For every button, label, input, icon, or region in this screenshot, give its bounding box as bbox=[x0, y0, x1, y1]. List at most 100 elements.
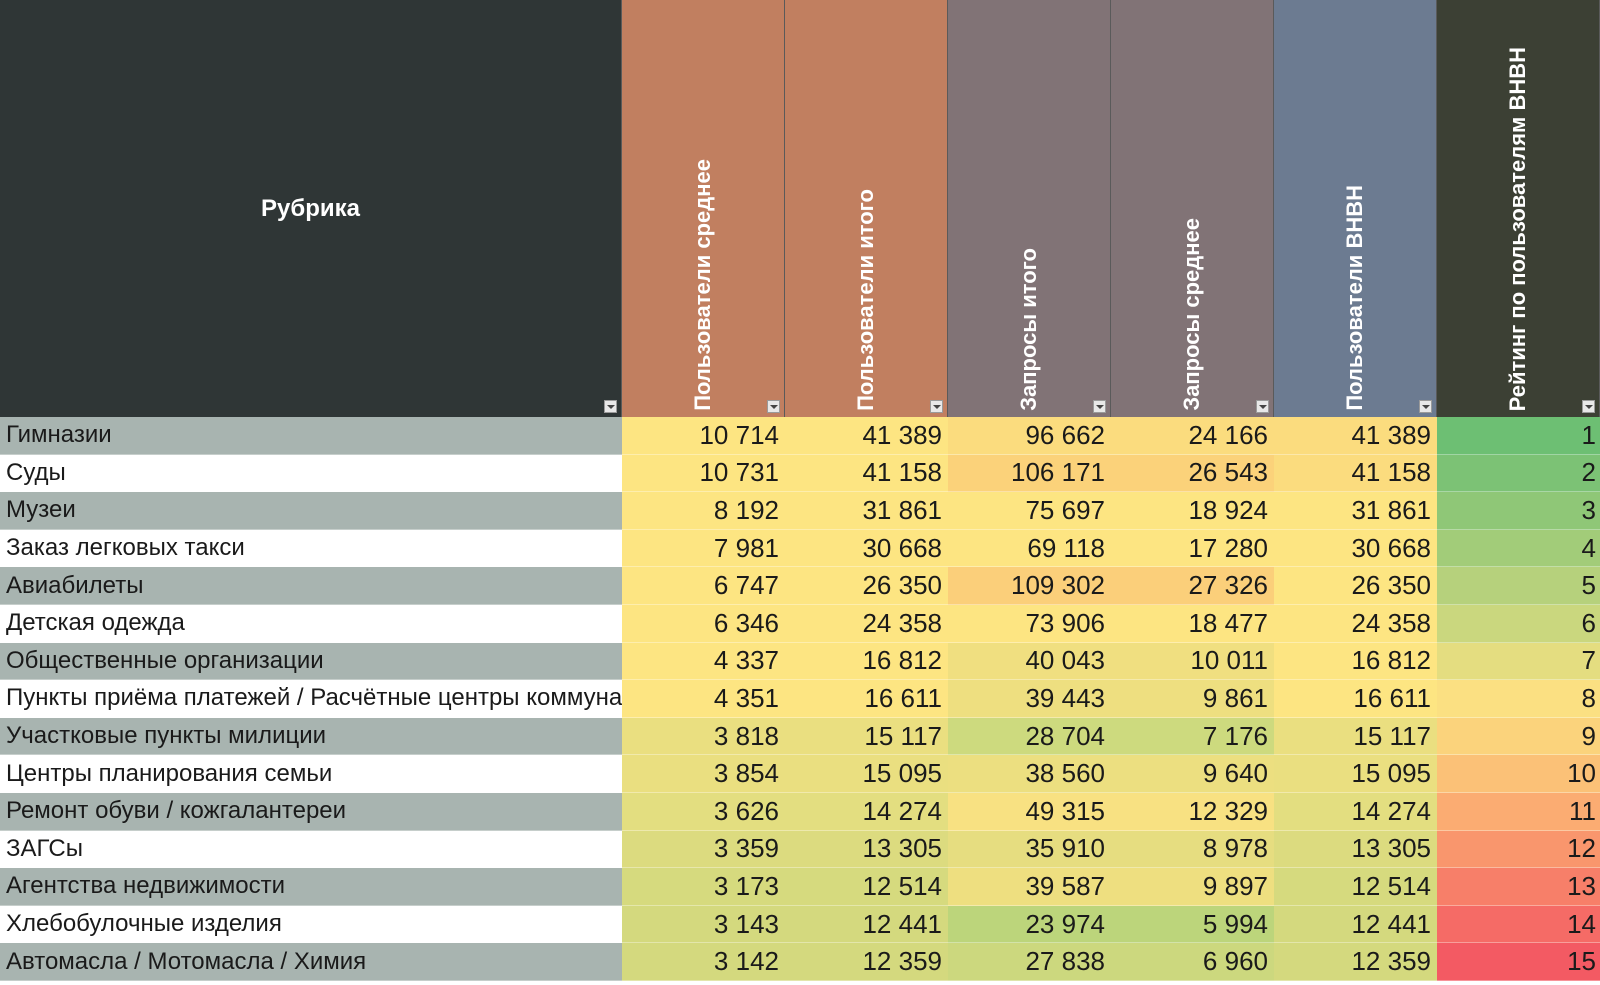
row-users-avg-cell[interactable]: 7 981 bbox=[622, 529, 785, 568]
row-queries-total-cell[interactable]: 109 302 bbox=[948, 567, 1111, 605]
row-users-total-cell[interactable]: 24 358 bbox=[785, 604, 948, 643]
row-queries-total-cell[interactable]: 49 315 bbox=[948, 792, 1111, 831]
row-users-total-cell[interactable]: 30 668 bbox=[785, 529, 948, 568]
row-users-bnbh-cell[interactable]: 41 158 bbox=[1274, 454, 1437, 493]
row-users-total-cell[interactable]: 12 359 bbox=[785, 943, 948, 981]
row-queries-total-cell[interactable]: 73 906 bbox=[948, 604, 1111, 643]
row-queries-avg-cell[interactable]: 9 897 bbox=[1111, 868, 1274, 906]
row-users-bnbh-cell[interactable]: 14 274 bbox=[1274, 792, 1437, 831]
row-rating-cell[interactable]: 5 bbox=[1437, 567, 1600, 605]
row-rubric-cell[interactable]: Агентства недвижимости bbox=[0, 868, 622, 906]
row-users-bnbh-cell[interactable]: 31 861 bbox=[1274, 492, 1437, 530]
row-users-avg-cell[interactable]: 6 346 bbox=[622, 604, 785, 643]
row-rating-cell[interactable]: 11 bbox=[1437, 792, 1600, 831]
row-rubric-cell[interactable]: Музеи bbox=[0, 492, 622, 530]
row-queries-avg-cell[interactable]: 24 166 bbox=[1111, 417, 1274, 455]
row-users-total-cell[interactable]: 15 117 bbox=[785, 717, 948, 756]
row-rating-cell[interactable]: 8 bbox=[1437, 680, 1600, 718]
row-rating-cell[interactable]: 13 bbox=[1437, 868, 1600, 906]
row-users-avg-cell[interactable]: 6 747 bbox=[622, 567, 785, 605]
row-queries-total-cell[interactable]: 39 443 bbox=[948, 680, 1111, 718]
filter-dropdown-icon[interactable] bbox=[767, 400, 780, 413]
row-users-bnbh-cell[interactable]: 16 812 bbox=[1274, 642, 1437, 681]
row-users-avg-cell[interactable]: 3 173 bbox=[622, 868, 785, 906]
row-queries-total-cell[interactable]: 39 587 bbox=[948, 868, 1111, 906]
row-queries-total-cell[interactable]: 28 704 bbox=[948, 717, 1111, 756]
row-rubric-cell[interactable]: Суды bbox=[0, 454, 622, 493]
row-users-avg-cell[interactable]: 3 626 bbox=[622, 792, 785, 831]
row-queries-total-cell[interactable]: 75 697 bbox=[948, 492, 1111, 530]
filter-dropdown-icon[interactable] bbox=[1256, 400, 1269, 413]
row-users-avg-cell[interactable]: 8 192 bbox=[622, 492, 785, 530]
row-users-bnbh-cell[interactable]: 13 305 bbox=[1274, 830, 1437, 869]
row-users-total-cell[interactable]: 26 350 bbox=[785, 567, 948, 605]
row-users-avg-cell[interactable]: 3 818 bbox=[622, 717, 785, 756]
row-users-bnbh-cell[interactable]: 24 358 bbox=[1274, 604, 1437, 643]
row-users-total-cell[interactable]: 16 812 bbox=[785, 642, 948, 681]
row-users-total-cell[interactable]: 13 305 bbox=[785, 830, 948, 869]
row-users-bnbh-cell[interactable]: 15 095 bbox=[1274, 755, 1437, 793]
row-users-bnbh-cell[interactable]: 12 441 bbox=[1274, 905, 1437, 944]
row-users-total-cell[interactable]: 12 441 bbox=[785, 905, 948, 944]
row-queries-total-cell[interactable]: 106 171 bbox=[948, 454, 1111, 493]
row-rubric-cell[interactable]: Автомасла / Мотомасла / Химия bbox=[0, 943, 622, 981]
row-users-total-cell[interactable]: 16 611 bbox=[785, 680, 948, 718]
row-rating-cell[interactable]: 12 bbox=[1437, 830, 1600, 869]
filter-dropdown-icon[interactable] bbox=[604, 400, 617, 413]
row-queries-avg-cell[interactable]: 26 543 bbox=[1111, 454, 1274, 493]
row-queries-avg-cell[interactable]: 6 960 bbox=[1111, 943, 1274, 981]
row-users-avg-cell[interactable]: 3 359 bbox=[622, 830, 785, 869]
row-queries-avg-cell[interactable]: 12 329 bbox=[1111, 792, 1274, 831]
row-queries-avg-cell[interactable]: 17 280 bbox=[1111, 529, 1274, 568]
row-queries-avg-cell[interactable]: 27 326 bbox=[1111, 567, 1274, 605]
row-rubric-cell[interactable]: Участковые пункты милиции bbox=[0, 717, 622, 756]
row-queries-avg-cell[interactable]: 7 176 bbox=[1111, 717, 1274, 756]
row-users-bnbh-cell[interactable]: 12 514 bbox=[1274, 868, 1437, 906]
row-users-avg-cell[interactable]: 4 337 bbox=[622, 642, 785, 681]
row-queries-total-cell[interactable]: 27 838 bbox=[948, 943, 1111, 981]
row-queries-total-cell[interactable]: 69 118 bbox=[948, 529, 1111, 568]
row-users-total-cell[interactable]: 12 514 bbox=[785, 868, 948, 906]
row-rating-cell[interactable]: 14 bbox=[1437, 905, 1600, 944]
row-users-bnbh-cell[interactable]: 12 359 bbox=[1274, 943, 1437, 981]
row-queries-avg-cell[interactable]: 9 861 bbox=[1111, 680, 1274, 718]
filter-dropdown-icon[interactable] bbox=[930, 400, 943, 413]
row-users-total-cell[interactable]: 41 389 bbox=[785, 417, 948, 455]
row-rating-cell[interactable]: 4 bbox=[1437, 529, 1600, 568]
row-queries-total-cell[interactable]: 23 974 bbox=[948, 905, 1111, 944]
row-users-avg-cell[interactable]: 10 714 bbox=[622, 417, 785, 455]
row-queries-total-cell[interactable]: 40 043 bbox=[948, 642, 1111, 681]
row-rubric-cell[interactable]: Хлебобулочные изделия bbox=[0, 905, 622, 944]
row-users-avg-cell[interactable]: 3 143 bbox=[622, 905, 785, 944]
row-queries-avg-cell[interactable]: 8 978 bbox=[1111, 830, 1274, 869]
row-users-total-cell[interactable]: 31 861 bbox=[785, 492, 948, 530]
filter-dropdown-icon[interactable] bbox=[1093, 400, 1106, 413]
row-users-bnbh-cell[interactable]: 26 350 bbox=[1274, 567, 1437, 605]
filter-dropdown-icon[interactable] bbox=[1419, 400, 1432, 413]
row-users-avg-cell[interactable]: 10 731 bbox=[622, 454, 785, 493]
row-queries-avg-cell[interactable]: 10 011 bbox=[1111, 642, 1274, 681]
row-queries-total-cell[interactable]: 96 662 bbox=[948, 417, 1111, 455]
row-users-avg-cell[interactable]: 3 142 bbox=[622, 943, 785, 981]
row-rubric-cell[interactable]: Детская одежда bbox=[0, 604, 622, 643]
row-queries-avg-cell[interactable]: 18 924 bbox=[1111, 492, 1274, 530]
row-queries-total-cell[interactable]: 35 910 bbox=[948, 830, 1111, 869]
row-users-total-cell[interactable]: 15 095 bbox=[785, 755, 948, 793]
row-users-bnbh-cell[interactable]: 15 117 bbox=[1274, 717, 1437, 756]
row-users-total-cell[interactable]: 41 158 bbox=[785, 454, 948, 493]
row-rating-cell[interactable]: 2 bbox=[1437, 454, 1600, 493]
row-rating-cell[interactable]: 15 bbox=[1437, 943, 1600, 981]
row-rating-cell[interactable]: 1 bbox=[1437, 417, 1600, 455]
row-rating-cell[interactable]: 10 bbox=[1437, 755, 1600, 793]
row-queries-avg-cell[interactable]: 18 477 bbox=[1111, 604, 1274, 643]
row-users-avg-cell[interactable]: 3 854 bbox=[622, 755, 785, 793]
row-queries-total-cell[interactable]: 38 560 bbox=[948, 755, 1111, 793]
filter-dropdown-icon[interactable] bbox=[1582, 400, 1595, 413]
row-rubric-cell[interactable]: Общественные организации bbox=[0, 642, 622, 681]
row-users-bnbh-cell[interactable]: 41 389 bbox=[1274, 417, 1437, 455]
row-rubric-cell[interactable]: ЗАГСы bbox=[0, 830, 622, 869]
row-queries-avg-cell[interactable]: 5 994 bbox=[1111, 905, 1274, 944]
row-rating-cell[interactable]: 6 bbox=[1437, 604, 1600, 643]
row-users-bnbh-cell[interactable]: 30 668 bbox=[1274, 529, 1437, 568]
row-users-total-cell[interactable]: 14 274 bbox=[785, 792, 948, 831]
